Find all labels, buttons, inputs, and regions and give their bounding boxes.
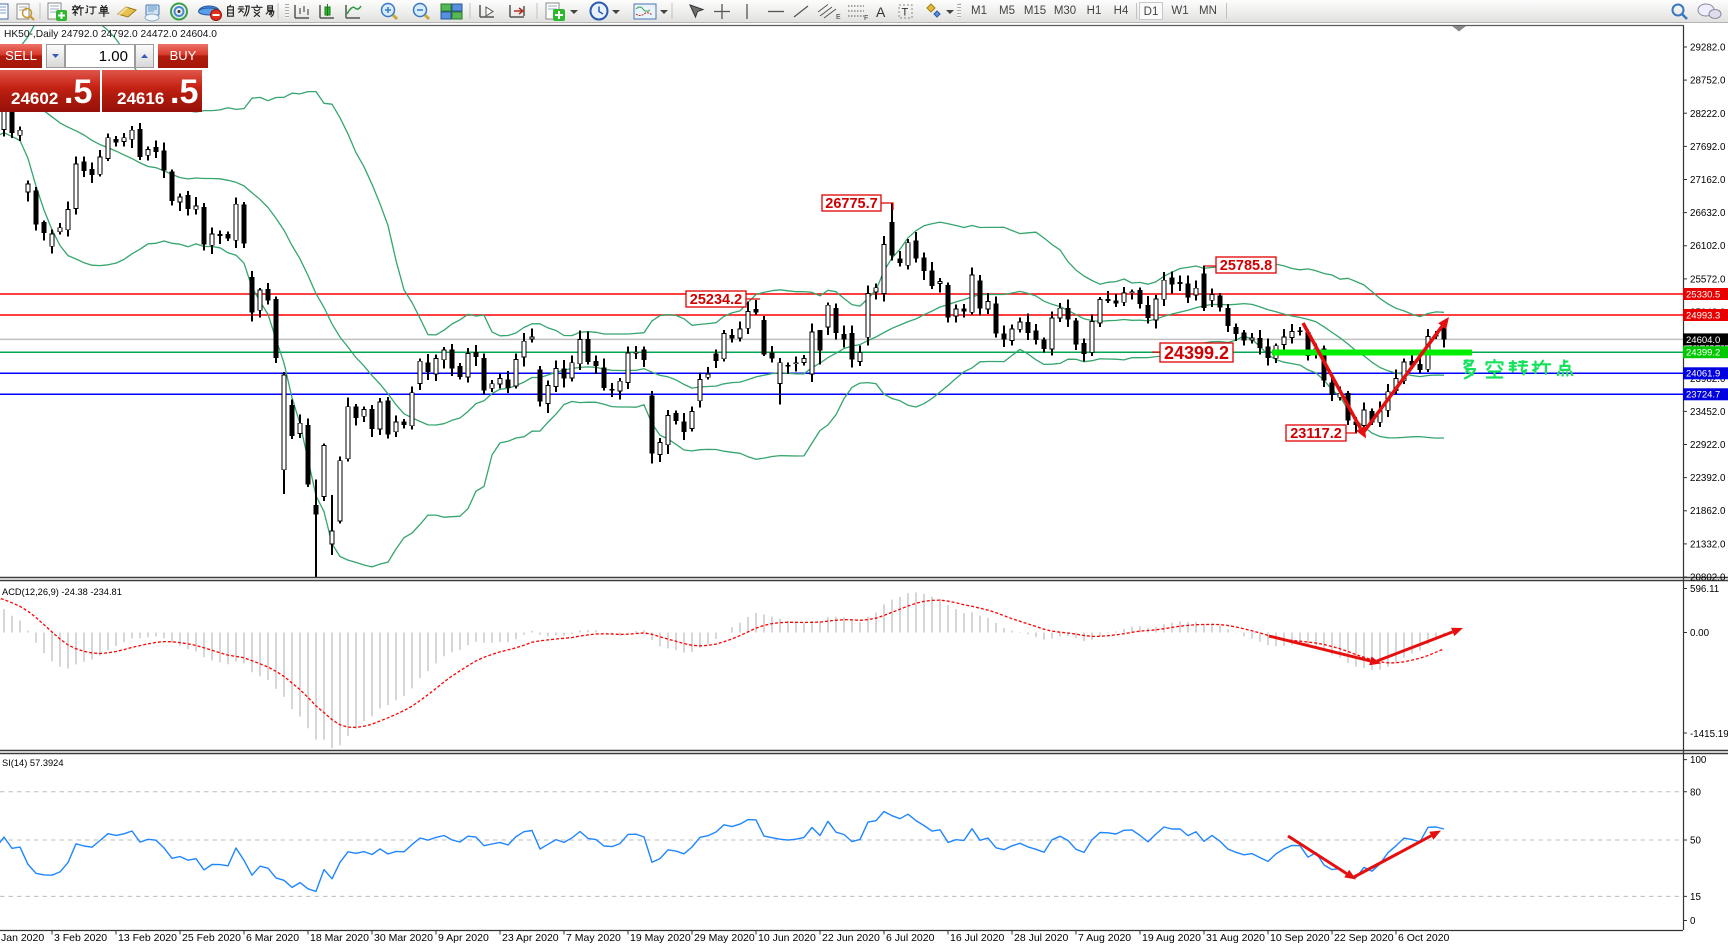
svg-text:50: 50 [1690, 836, 1701, 847]
svg-text:24512.0: 24512.0 [1690, 341, 1726, 352]
svg-text:3 Feb 2020: 3 Feb 2020 [54, 932, 107, 944]
svg-text:E: E [836, 14, 841, 21]
svg-text:21332.0: 21332.0 [1690, 539, 1726, 550]
svg-text:HK50-,Daily 24792.0 24792.0 2: HK50-,Daily 24792.0 24792.0 24472.0 2460… [4, 29, 217, 40]
svg-text:28752.0: 28752.0 [1690, 76, 1726, 87]
svg-text:10 Jun 2020: 10 Jun 2020 [758, 932, 816, 944]
svg-text:SI(14) 57.3924: SI(14) 57.3924 [2, 758, 64, 768]
svg-text:19 May 2020: 19 May 2020 [630, 932, 691, 944]
svg-text:25785.8: 25785.8 [1220, 258, 1272, 274]
svg-text:28222.0: 28222.0 [1690, 109, 1726, 120]
svg-text:26102.0: 26102.0 [1690, 241, 1726, 252]
svg-text:26632.0: 26632.0 [1690, 208, 1726, 219]
svg-text:T: T [902, 7, 909, 19]
svg-text:16 Jul 2020: 16 Jul 2020 [950, 932, 1004, 944]
svg-text:30 Mar 2020: 30 Mar 2020 [374, 932, 433, 944]
svg-text:80: 80 [1690, 787, 1701, 798]
svg-text:23452.0: 23452.0 [1690, 407, 1726, 418]
svg-text:6 Mar 2020: 6 Mar 2020 [246, 932, 299, 944]
svg-text:23 Apr 2020: 23 Apr 2020 [502, 932, 559, 944]
svg-text:9 Apr 2020: 9 Apr 2020 [438, 932, 489, 944]
svg-text:596.11: 596.11 [1690, 584, 1719, 595]
svg-text:27162.0: 27162.0 [1690, 175, 1726, 186]
svg-text:29282.0: 29282.0 [1690, 43, 1726, 54]
svg-text:6 Jul 2020: 6 Jul 2020 [886, 932, 935, 944]
svg-text:-1415.19: -1415.19 [1690, 729, 1728, 740]
svg-text:10 Sep 2020: 10 Sep 2020 [1270, 932, 1330, 944]
svg-text:0: 0 [1690, 916, 1696, 927]
svg-text:23117.2: 23117.2 [1290, 426, 1342, 442]
svg-text:24399.2: 24399.2 [1164, 343, 1229, 363]
svg-text:7 May 2020: 7 May 2020 [566, 932, 621, 944]
svg-text:15: 15 [1690, 892, 1701, 903]
svg-text:25572.0: 25572.0 [1690, 274, 1726, 285]
svg-text:22 Jun 2020: 22 Jun 2020 [822, 932, 880, 944]
svg-text:22 Sep 2020: 22 Sep 2020 [1334, 932, 1394, 944]
svg-text:27692.0: 27692.0 [1690, 142, 1726, 153]
svg-text:0.00: 0.00 [1690, 628, 1710, 639]
svg-text:6 Oct 2020: 6 Oct 2020 [1398, 932, 1450, 944]
svg-text:Jan 2020: Jan 2020 [1, 932, 44, 944]
svg-text:21862.0: 21862.0 [1690, 506, 1726, 517]
svg-text:22922.0: 22922.0 [1690, 440, 1726, 451]
svg-text:19 Aug 2020: 19 Aug 2020 [1142, 932, 1201, 944]
svg-text:7 Aug 2020: 7 Aug 2020 [1078, 932, 1131, 944]
svg-text:24061.9: 24061.9 [1686, 369, 1720, 380]
svg-text:25234.2: 25234.2 [690, 292, 742, 308]
svg-text:A: A [876, 4, 886, 20]
svg-text:25 Feb 2020: 25 Feb 2020 [182, 932, 241, 944]
svg-text:29 May 2020: 29 May 2020 [694, 932, 755, 944]
svg-text:26775.7: 26775.7 [825, 196, 877, 212]
svg-text:24993.3: 24993.3 [1686, 310, 1720, 321]
svg-text:20802.0: 20802.0 [1690, 573, 1726, 584]
svg-text:24399.2: 24399.2 [1686, 348, 1720, 359]
svg-text:22392.0: 22392.0 [1690, 473, 1726, 484]
svg-text:100: 100 [1690, 755, 1707, 766]
svg-text:F: F [864, 15, 868, 22]
svg-text:ACD(12,26,9) -24.38 -234.81: ACD(12,26,9) -24.38 -234.81 [2, 587, 122, 597]
svg-text:24604.0: 24604.0 [1686, 335, 1720, 346]
svg-text:28 Jul 2020: 28 Jul 2020 [1014, 932, 1068, 944]
svg-text:25330.5: 25330.5 [1686, 289, 1720, 300]
svg-text:31 Aug 2020: 31 Aug 2020 [1206, 932, 1265, 944]
svg-text:13 Feb 2020: 13 Feb 2020 [118, 932, 177, 944]
svg-text:23724.7: 23724.7 [1686, 390, 1720, 401]
svg-text:18 Mar 2020: 18 Mar 2020 [310, 932, 369, 944]
